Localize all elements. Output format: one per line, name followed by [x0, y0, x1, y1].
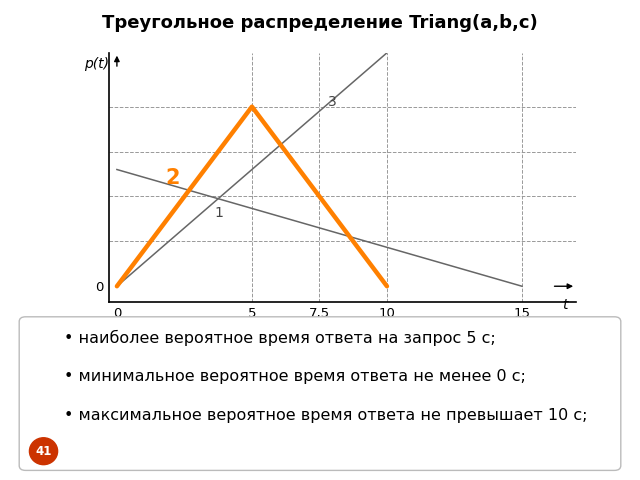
Text: Треугольное распределение Triang(a,b,c): Треугольное распределение Triang(a,b,c) — [102, 14, 538, 33]
Text: 41: 41 — [35, 444, 52, 458]
Text: • максимальное вероятное время ответа не превышает 10 с;: • максимальное вероятное время ответа не… — [64, 408, 588, 423]
Text: 2: 2 — [166, 168, 180, 189]
Text: • наиболее вероятное время ответа на запрос 5 с;: • наиболее вероятное время ответа на зап… — [64, 330, 496, 347]
Text: p(t): p(t) — [84, 58, 109, 72]
Text: 1: 1 — [214, 205, 223, 220]
Text: • минимальное вероятное время ответа не менее 0 с;: • минимальное вероятное время ответа не … — [64, 369, 526, 384]
Text: t: t — [563, 298, 568, 312]
Text: 3: 3 — [328, 95, 336, 109]
